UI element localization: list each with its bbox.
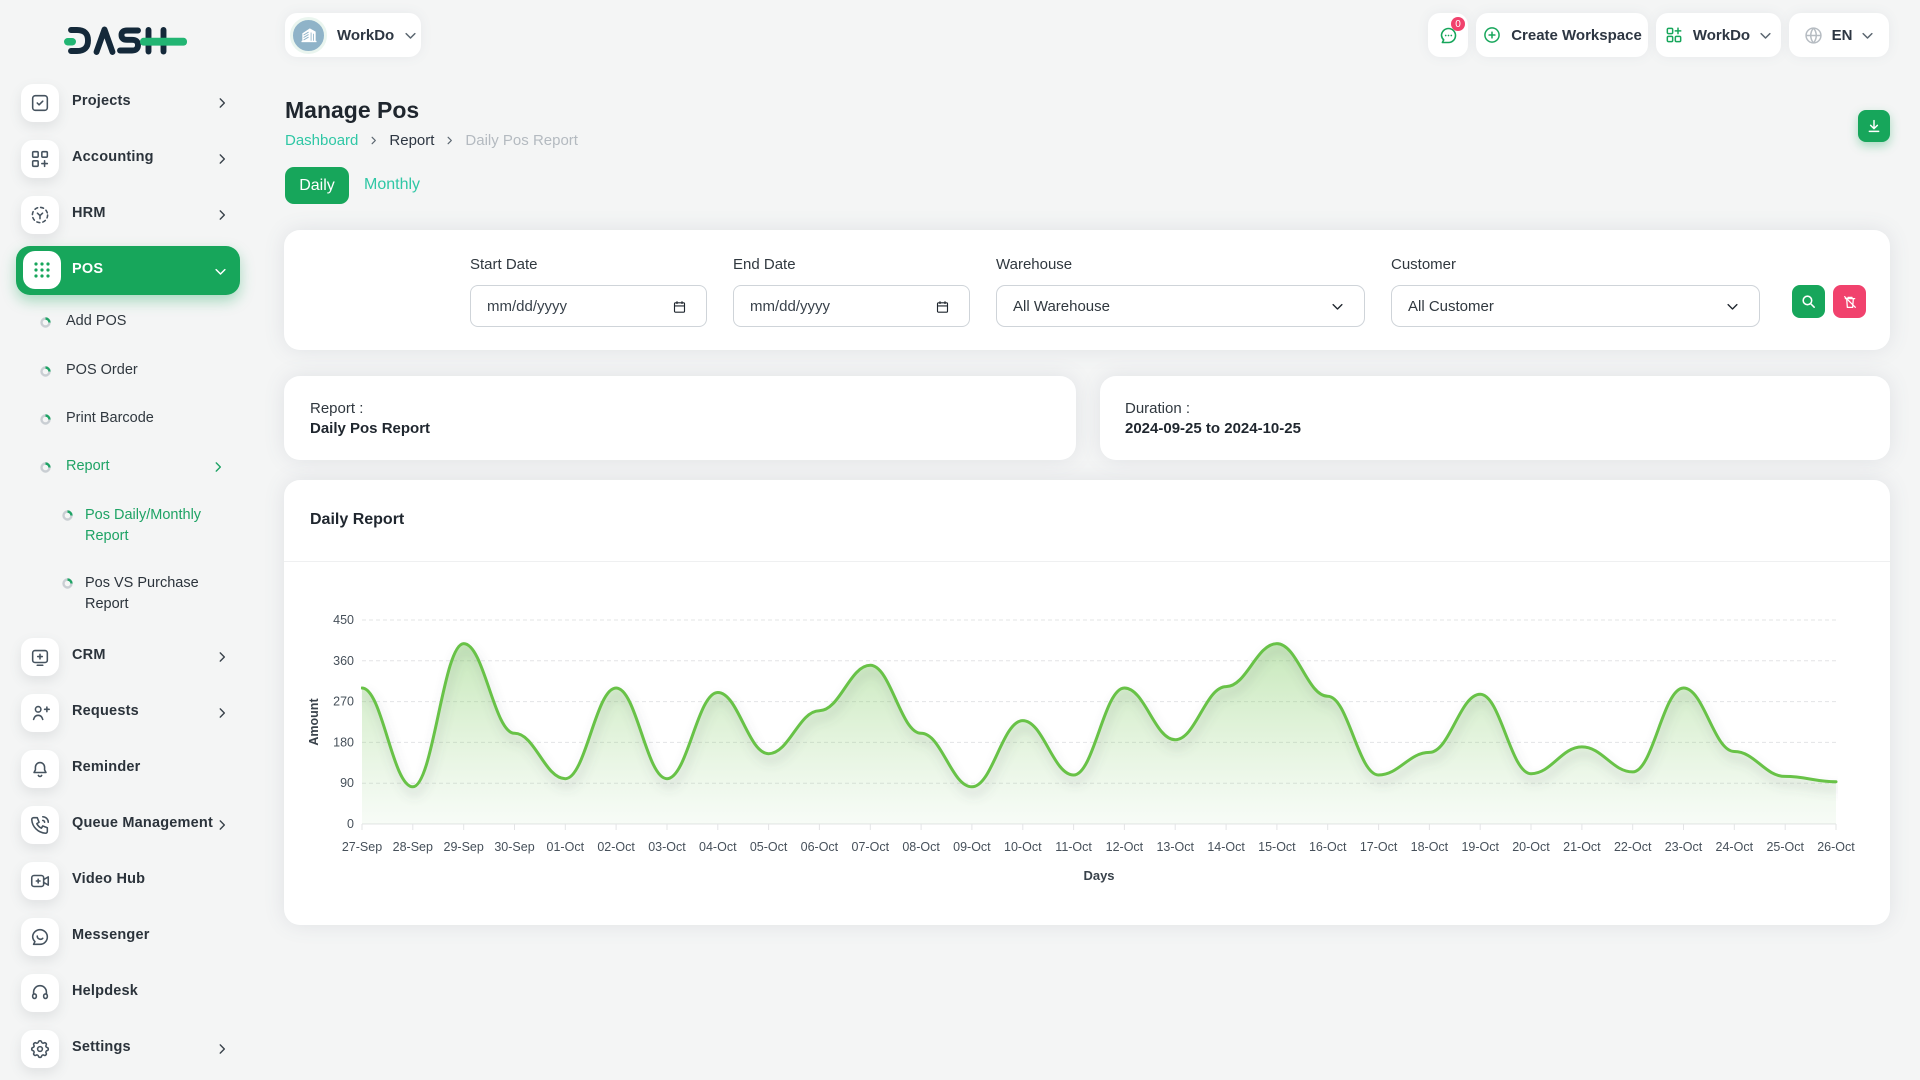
- svg-text:18-Oct: 18-Oct: [1411, 840, 1449, 854]
- svg-text:10-Oct: 10-Oct: [1004, 840, 1042, 854]
- svg-text:Amount: Amount: [307, 698, 321, 746]
- svg-text:05-Oct: 05-Oct: [750, 840, 788, 854]
- svg-text:07-Oct: 07-Oct: [852, 840, 890, 854]
- svg-text:06-Oct: 06-Oct: [801, 840, 839, 854]
- svg-text:29-Sep: 29-Sep: [444, 840, 484, 854]
- svg-text:24-Oct: 24-Oct: [1716, 840, 1754, 854]
- svg-text:21-Oct: 21-Oct: [1563, 840, 1601, 854]
- svg-text:30-Sep: 30-Sep: [494, 840, 534, 854]
- svg-text:17-Oct: 17-Oct: [1360, 840, 1398, 854]
- svg-text:09-Oct: 09-Oct: [953, 840, 991, 854]
- svg-text:27-Sep: 27-Sep: [342, 840, 382, 854]
- svg-text:01-Oct: 01-Oct: [547, 840, 585, 854]
- svg-text:23-Oct: 23-Oct: [1665, 840, 1703, 854]
- svg-text:26-Oct: 26-Oct: [1817, 840, 1855, 854]
- svg-text:19-Oct: 19-Oct: [1461, 840, 1499, 854]
- svg-text:28-Sep: 28-Sep: [393, 840, 433, 854]
- svg-text:0: 0: [347, 817, 354, 831]
- svg-text:11-Oct: 11-Oct: [1055, 840, 1092, 854]
- svg-text:13-Oct: 13-Oct: [1156, 840, 1194, 854]
- svg-text:270: 270: [333, 695, 354, 709]
- svg-text:25-Oct: 25-Oct: [1766, 840, 1804, 854]
- svg-text:180: 180: [333, 735, 354, 749]
- svg-text:360: 360: [333, 654, 354, 668]
- svg-text:12-Oct: 12-Oct: [1106, 840, 1144, 854]
- svg-text:16-Oct: 16-Oct: [1309, 840, 1347, 854]
- svg-text:Days: Days: [1083, 868, 1114, 883]
- svg-text:15-Oct: 15-Oct: [1258, 840, 1296, 854]
- svg-text:03-Oct: 03-Oct: [648, 840, 686, 854]
- svg-text:90: 90: [340, 776, 354, 790]
- svg-text:02-Oct: 02-Oct: [597, 840, 635, 854]
- svg-text:20-Oct: 20-Oct: [1512, 840, 1550, 854]
- svg-text:14-Oct: 14-Oct: [1207, 840, 1245, 854]
- svg-text:04-Oct: 04-Oct: [699, 840, 737, 854]
- svg-text:450: 450: [333, 613, 354, 627]
- svg-text:22-Oct: 22-Oct: [1614, 840, 1652, 854]
- svg-text:08-Oct: 08-Oct: [902, 840, 940, 854]
